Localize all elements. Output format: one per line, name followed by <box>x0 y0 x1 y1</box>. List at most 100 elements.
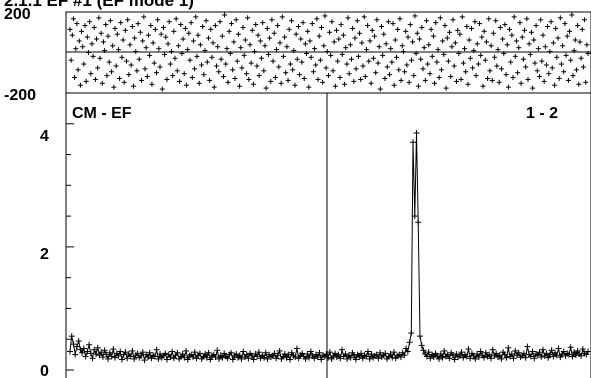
phase-point <box>383 41 389 47</box>
amplitude-point <box>229 356 236 363</box>
phase-point <box>405 34 411 40</box>
phase-point <box>391 82 397 88</box>
amplitude-point <box>377 349 384 356</box>
phase-point <box>451 63 457 69</box>
amplitude-point <box>105 355 112 362</box>
phase-point <box>533 23 539 29</box>
amplitude-point <box>363 353 370 360</box>
phase-point <box>358 76 364 82</box>
phase-point <box>202 48 208 54</box>
phase-point <box>550 40 556 46</box>
amplitude-point <box>569 353 576 360</box>
phase-point <box>246 76 252 82</box>
amplitude-point <box>139 349 146 356</box>
phase-point <box>280 53 286 59</box>
phase-point <box>190 38 196 44</box>
phase-point <box>284 44 290 50</box>
phase-point <box>527 51 533 57</box>
amplitude-point <box>103 351 110 358</box>
phase-point <box>143 45 149 51</box>
amplitude-point <box>456 352 463 359</box>
phase-point <box>241 52 247 58</box>
phase-point <box>159 86 165 92</box>
amplitude-tick-0: 0 <box>40 363 49 378</box>
phase-point <box>423 18 429 24</box>
amplitude-point <box>366 355 373 362</box>
phase-point <box>565 77 571 83</box>
phase-point <box>279 14 285 20</box>
phase-point <box>166 19 172 25</box>
phase-point <box>170 73 176 79</box>
phase-point <box>532 60 538 66</box>
phase-point <box>500 36 506 42</box>
phase-point <box>180 36 186 42</box>
phase-point <box>127 42 133 48</box>
amplitude-point <box>364 348 371 355</box>
phase-point <box>323 65 329 71</box>
amplitude-point <box>304 350 311 357</box>
amplitude-point <box>151 353 158 360</box>
amplitude-point <box>86 341 93 348</box>
phase-points <box>67 12 591 92</box>
amplitude-point <box>96 352 103 359</box>
phase-point <box>489 77 495 83</box>
phase-point <box>531 37 537 43</box>
phase-point <box>344 61 350 67</box>
phase-point <box>68 57 74 63</box>
amplitude-point <box>238 355 245 362</box>
phase-point <box>278 80 284 86</box>
phase-point <box>211 84 217 90</box>
phase-point <box>582 17 588 23</box>
amplitude-point <box>94 344 101 351</box>
phase-point <box>486 16 492 22</box>
phase-point <box>283 70 289 76</box>
amplitude-point <box>153 346 160 353</box>
amplitude-point <box>534 352 541 359</box>
phase-point <box>152 26 158 32</box>
phase-point <box>80 44 86 50</box>
phase-point <box>493 18 499 24</box>
phase-point <box>343 45 349 51</box>
amplitude-point <box>110 346 117 353</box>
amplitude-point <box>326 349 333 356</box>
amplitude-point <box>481 354 488 361</box>
amplitude-point <box>203 354 210 361</box>
phase-point <box>568 57 574 63</box>
amplitude-point <box>508 350 515 357</box>
amplitude-point <box>565 351 572 358</box>
phase-point <box>519 34 525 40</box>
phase-point <box>518 80 524 86</box>
amplitude-point <box>288 349 295 356</box>
amplitude-point <box>501 351 508 358</box>
amplitude-point <box>129 347 136 354</box>
amplitude-point <box>347 354 354 361</box>
amplitude-point <box>477 348 484 355</box>
amplitude-point <box>522 354 529 361</box>
phase-point <box>244 71 250 77</box>
phase-point <box>583 79 589 85</box>
amplitude-point <box>531 355 538 362</box>
phase-point <box>377 86 383 92</box>
phase-point <box>370 55 376 61</box>
amplitude-point <box>560 348 567 355</box>
amplitude-point <box>389 354 396 361</box>
phase-point <box>171 28 177 34</box>
phase-point <box>193 14 199 20</box>
phase-point <box>445 58 451 64</box>
phase-point <box>120 37 126 43</box>
phase-point <box>204 59 210 65</box>
phase-point <box>328 52 334 58</box>
phase-point <box>561 69 567 75</box>
phase-point <box>217 19 223 25</box>
phase-point <box>306 84 312 90</box>
phase-point <box>563 52 569 58</box>
phase-point <box>467 55 473 61</box>
amplitude-point <box>117 348 124 355</box>
phase-point <box>360 63 366 69</box>
phase-point <box>232 75 238 81</box>
phase-point <box>208 26 214 32</box>
phase-point <box>81 61 87 67</box>
phase-point <box>299 59 305 65</box>
amplitude-point <box>138 352 145 359</box>
phase-point <box>443 85 449 91</box>
